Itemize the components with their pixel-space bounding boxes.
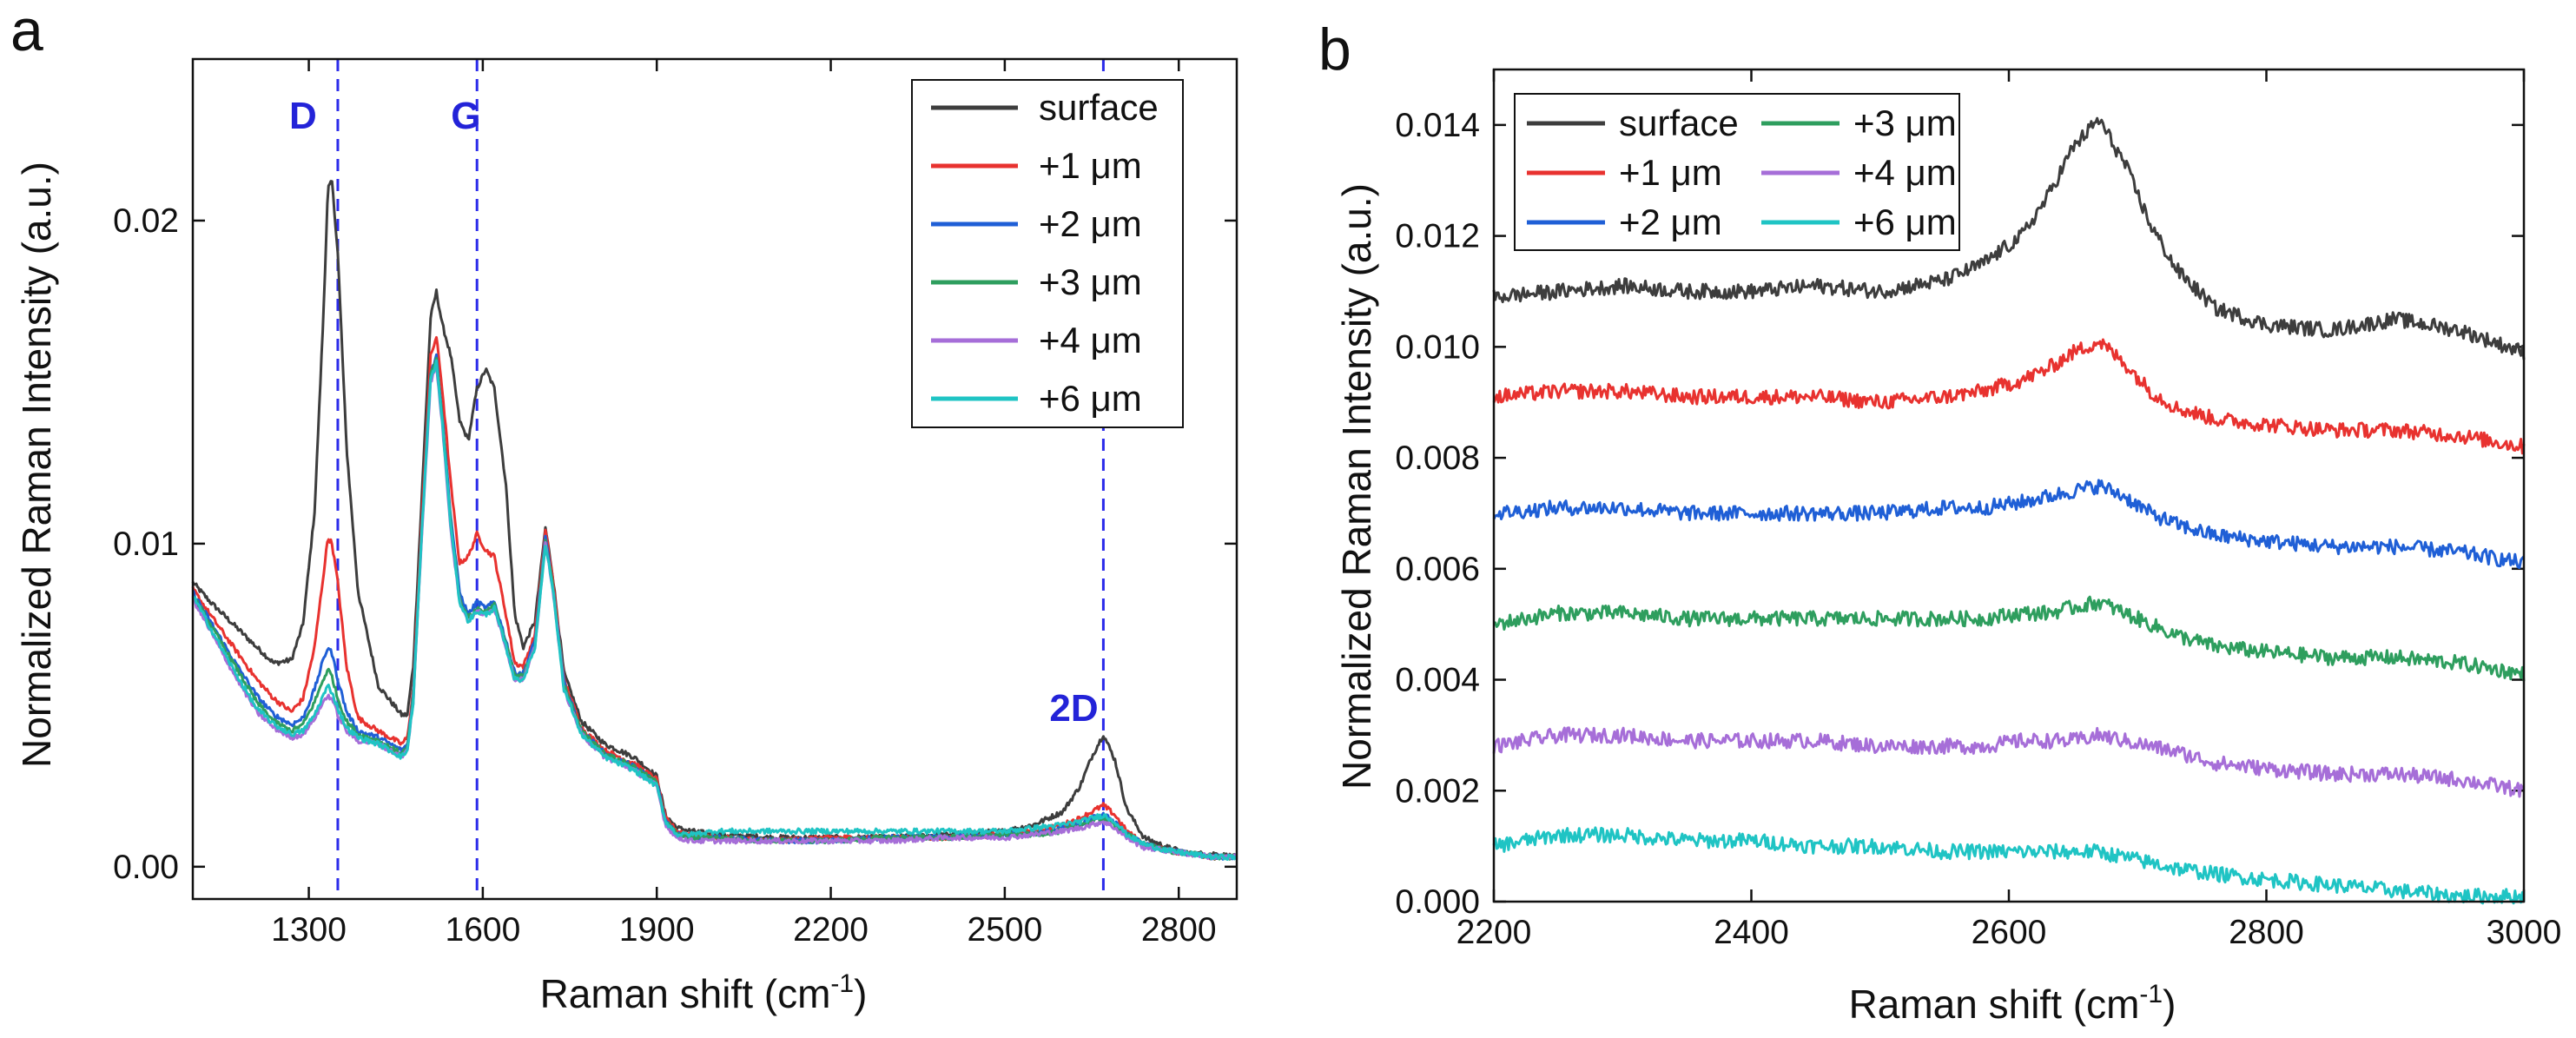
- series-line-plus-1-um: [1492, 338, 2526, 455]
- legend-label-plus-4-um: +4 μm: [1039, 320, 1142, 360]
- legend-label-plus-2-um: +2 μm: [1039, 203, 1142, 244]
- panel-b-y-axis-title: Normalized Raman Intensity (a.u.): [1334, 183, 1379, 790]
- panel-b-x-axis-title: Raman shift (cm-1): [1849, 980, 2176, 1027]
- panel-a-legend-box: [911, 79, 1184, 428]
- legend-label-surface: surface: [1039, 87, 1159, 128]
- panel-b-x-tick-label: 2200: [1456, 914, 1532, 951]
- legend-label-plus-2-um: +2 μm: [1619, 202, 1722, 242]
- panel-b-y-tick-label: 0.010: [1395, 328, 1480, 366]
- legend-label-surface: surface: [1619, 102, 1739, 143]
- panel-b-legend: surface +1 μm +2 μm +3 μm +4 μm +6 μm: [1514, 93, 1960, 251]
- panel-a-x-tick-label: 1600: [446, 911, 521, 949]
- legend-label-plus-6-um: +6 μm: [1039, 378, 1142, 419]
- legend-label-plus-3-um: +3 μm: [1853, 102, 1957, 143]
- panel-a-x-tick-label: 1900: [619, 911, 695, 949]
- panel-b-y-tick-label: 0.004: [1395, 662, 1480, 699]
- panel-b-x-axis-title-close: ): [2163, 982, 2176, 1027]
- panel-b-y-tick-label: 0.006: [1395, 551, 1480, 588]
- series-line-plus-3-um: [1493, 595, 2526, 682]
- panel-a-plot-frame: [191, 57, 1238, 901]
- legend-label-plus-1-um: +1 μm: [1619, 152, 1722, 193]
- panel-b-y-tick-label: 0.012: [1395, 218, 1480, 255]
- series-line-plus-6-um: [1492, 826, 2526, 905]
- panel-b-ticks: 2200 2400 2600 2800 3000 0.000 0.002 0.004 0.006…: [1395, 69, 2561, 951]
- panel-a-letter: a: [10, 0, 43, 63]
- panel-b-y-tick-label: 0.014: [1395, 107, 1480, 144]
- panel-a-y-tick-label: 0.02: [113, 202, 179, 240]
- panel-b-x-tick-label: 2600: [1972, 914, 2047, 951]
- panel-a-x-axis-title-main: Raman shift (cm: [540, 971, 831, 1016]
- panel-b-x-tick-label: 3000: [2487, 914, 2562, 951]
- panel-a-legend: surface +1 μm +2 μm +3 μm +4 μm +6 μm: [911, 79, 1184, 428]
- panel-b-y-tick-label: 0.008: [1395, 440, 1480, 477]
- panel-a-y-tick-label: 0.00: [113, 849, 179, 886]
- legend-label-plus-4-um: +4 μm: [1853, 152, 1957, 193]
- panel-b-x-tick-label: 2400: [1714, 914, 1789, 951]
- series-line-surface: [1492, 116, 2526, 360]
- peak-label-d: D: [289, 95, 317, 137]
- panel-a-x-axis-title-sup: -1: [830, 969, 854, 998]
- series-line-plus-4-um: [1492, 726, 2526, 798]
- panel-a-x-tick-label: 2800: [1141, 911, 1217, 949]
- panel-a-y-tick-label: 0.01: [113, 526, 179, 563]
- legend-label-plus-3-um: +3 μm: [1039, 261, 1142, 302]
- panel-a-x-axis-title-close: ): [854, 971, 867, 1016]
- panel-b: b Normalized Raman Intensity (a.u.) Rama…: [1318, 17, 2561, 1027]
- panel-a: a Normalized Raman Intensity (a.u.) Rama…: [10, 0, 1238, 1016]
- panel-a-x-axis-title: Raman shift (cm-1): [540, 969, 868, 1016]
- peak-label-g: G: [451, 95, 480, 137]
- panel-a-series: [191, 180, 1238, 861]
- series-line-plus-6-um: [191, 359, 1238, 861]
- panel-b-series: [1492, 116, 2526, 905]
- panel-b-x-tick-label: 2800: [2229, 914, 2304, 951]
- panel-a-x-tick-label: 2200: [793, 911, 869, 949]
- panel-a-x-tick-label: 1300: [271, 911, 347, 949]
- panel-b-y-tick-label: 0.002: [1395, 772, 1480, 810]
- panel-b-y-tick-label: 0.000: [1395, 883, 1480, 921]
- legend-label-plus-6-um: +6 μm: [1853, 202, 1957, 242]
- panel-b-letter: b: [1318, 17, 1351, 83]
- peak-label-2d: 2D: [1049, 687, 1098, 730]
- panel-a-x-tick-label: 2500: [968, 911, 1043, 949]
- series-line-plus-2-um: [1492, 479, 2526, 570]
- panel-a-peak-lines: D G 2D: [289, 59, 1105, 899]
- panel-b-plot-frame: [1492, 68, 2526, 903]
- panel-a-y-axis-title: Normalized Raman Intensity (a.u.): [14, 162, 59, 768]
- legend-label-plus-1-um: +1 μm: [1039, 145, 1142, 186]
- panel-b-x-axis-title-sup: -1: [2139, 980, 2163, 1008]
- panel-b-x-axis-title-main: Raman shift (cm: [1849, 982, 2140, 1027]
- panel-a-ticks: 1300 1600 1900 2200 2500 2800 0.00 0.01 0.02: [113, 59, 1237, 949]
- series-line-plus-4-um: [191, 363, 1238, 861]
